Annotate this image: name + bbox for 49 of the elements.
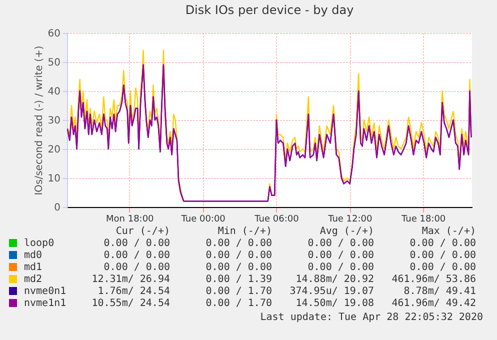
y-tick-label: 0 — [54, 202, 60, 214]
text: 0.00 / 0.00 — [308, 262, 374, 273]
y-tick-label: 60 — [48, 28, 60, 40]
text: Cur (-/+) — [116, 226, 170, 237]
text: Max (-/+) — [422, 226, 476, 237]
text: 0.00 / 0.00 — [206, 250, 272, 261]
text: 0.00 / 0.00 — [104, 250, 170, 261]
legend-label: md1 — [24, 262, 42, 273]
text: 374.95u/ 19.07 — [290, 286, 374, 297]
legend-label: loop0 — [24, 238, 54, 249]
legend-label: md0 — [24, 250, 42, 261]
text: 12.31m/ 26.94 — [92, 274, 170, 285]
x-tick-label: Tue 00:00 — [180, 214, 226, 224]
y-tick-label: 30 — [48, 116, 60, 126]
text: 1.76m/ 24.54 — [98, 286, 170, 297]
text: 0.00 / 0.00 — [410, 238, 476, 249]
text: 0.00 / 0.00 — [104, 238, 170, 249]
text: 10.55m/ 24.54 — [92, 298, 170, 309]
text: 0.00 / 0.00 — [410, 262, 476, 273]
y-tick-label: 40 — [48, 86, 60, 98]
text: Last update: Tue Apr 28 22:05:32 2020 — [260, 312, 483, 323]
x-tick-label: Tue 18:00 — [400, 214, 446, 224]
text: Avg (-/+) — [320, 226, 374, 237]
y-tick-label: 20 — [48, 144, 60, 156]
chart-title: Disk IOs per device - by day — [185, 3, 354, 17]
text: 0.00 / 0.00 — [410, 250, 476, 261]
x-tick-label: Tue 06:00 — [254, 214, 300, 224]
legend-label: nvme0n1 — [24, 286, 66, 297]
x-tick-label: Mon 18:00 — [106, 214, 154, 224]
text: 14.50m/ 19.08 — [296, 298, 374, 309]
text: 0.00 / 0.00 — [308, 238, 374, 249]
text: 14.88m/ 20.92 — [296, 274, 374, 285]
text: 8.78m/ 49.41 — [404, 286, 476, 297]
text: 0.00 / 1.39 — [206, 274, 272, 285]
text: Min (-/+) — [218, 226, 272, 237]
legend-label: md2 — [24, 274, 42, 285]
text: 0.00 / 0.00 — [308, 250, 374, 261]
text: 0.00 / 0.00 — [104, 262, 170, 273]
text: 0.00 / 1.70 — [206, 298, 272, 309]
y-tick-label: 50 — [48, 58, 60, 68]
text: 461.96m/ 49.42 — [392, 298, 476, 309]
x-tick-label: Tue 12:00 — [327, 214, 372, 224]
legend-label: nvme1n1 — [24, 298, 66, 309]
y-tick-label: 10 — [48, 174, 60, 184]
text: 0.00 / 1.70 — [206, 286, 272, 297]
y-axis-title: IOs/second read (-) / write (+) — [34, 46, 45, 196]
text: 461.96m/ 53.86 — [392, 274, 476, 285]
text: 0.00 / 0.00 — [206, 238, 272, 249]
text: 0.00 / 0.00 — [206, 262, 272, 273]
